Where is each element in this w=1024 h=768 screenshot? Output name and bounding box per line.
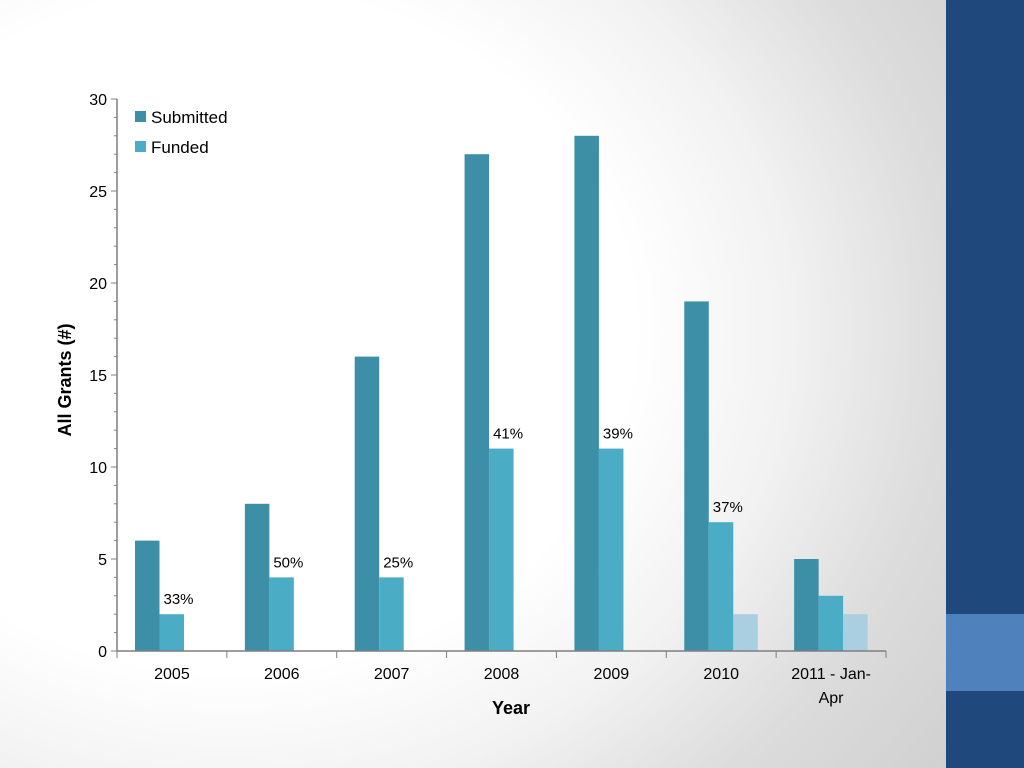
sidebar-accent-block: [946, 614, 1024, 691]
y-axis-title: All Grants (#): [55, 323, 75, 436]
bar-series0-2009: [574, 135, 599, 652]
x-tick-label-2008: 2008: [484, 666, 520, 683]
bar-series0-2010: [684, 301, 709, 651]
x-tick-label-line: Apr: [819, 690, 845, 707]
x-axis-title: Year: [492, 698, 530, 718]
legend-label-submitted: Submitted: [151, 108, 228, 127]
x-tick-label-line: 2009: [594, 666, 630, 683]
x-tick-label-2011---Jan-Apr: 2011 - Jan- Apr: [791, 666, 871, 707]
y-tick-label-15: 15: [89, 368, 107, 385]
bar-series0-2011---Jan-Apr: [794, 559, 819, 651]
data-label-2009: 39%: [603, 426, 633, 443]
bar-series1-2008: [489, 448, 514, 651]
y-tick-label-10: 10: [89, 460, 107, 477]
x-tick-label-2006: 2006: [264, 666, 300, 683]
y-tick-label-30: 30: [89, 92, 107, 109]
grants-bar-chart: 0 5 10 15 20 25 30 2005 2006 2007 2008 2009 2010 2011…: [55, 92, 887, 718]
bar-series1-2007: [379, 577, 404, 651]
legend-swatch-funded: [135, 141, 146, 152]
bar-series1-2005: [159, 614, 184, 651]
x-tick-label-line: 2008: [484, 666, 520, 683]
data-label-2008: 41%: [493, 426, 523, 443]
data-label-2010: 37%: [713, 499, 743, 516]
bar-series2-2010: [733, 614, 758, 651]
bar-series0-2006: [244, 503, 270, 651]
data-label-2007: 25%: [383, 554, 413, 571]
x-tick-label-line: 2006: [264, 666, 300, 683]
y-tick-label-5: 5: [98, 552, 107, 569]
bar-series1-2010: [708, 522, 734, 651]
bar-series1-2011---Jan-Apr: [818, 595, 844, 651]
y-tick-label-25: 25: [89, 184, 107, 201]
x-tick-label-line: 2005: [154, 666, 190, 683]
data-label-2006: 50%: [273, 554, 303, 571]
bar-series0-2005: [135, 540, 160, 651]
data-label-2005: 33%: [164, 591, 194, 608]
axes-layer: 0 5 10 15 20 25 30 2005 2006 2007 2008 2009 2010 2011…: [89, 92, 887, 707]
x-tick-label-2007: 2007: [374, 666, 410, 683]
bars-layer: [135, 135, 868, 652]
bar-series1-2006: [269, 577, 294, 651]
x-tick-label-line: 2007: [374, 666, 410, 683]
x-tick-label-2009: 2009: [594, 666, 630, 683]
x-tick-label-2010: 2010: [703, 666, 739, 683]
legend: Submitted Funded: [135, 108, 228, 157]
bar-series0-2007: [354, 356, 380, 651]
x-tick-label-2005: 2005: [154, 666, 190, 683]
legend-label-funded: Funded: [151, 138, 209, 157]
legend-swatch-submitted: [135, 111, 146, 122]
data-labels-layer: 33% 50% 25% 41% 39% 37%: [164, 426, 743, 609]
y-tick-label-0: 0: [98, 644, 107, 661]
bar-series0-2008: [464, 154, 490, 651]
y-tick-label-20: 20: [89, 276, 107, 293]
x-tick-label-line: 2010: [703, 666, 739, 683]
bar-series1-2009: [598, 448, 624, 651]
bar-series2-2011---Jan-Apr: [843, 614, 868, 651]
x-tick-label-line: 2011 - Jan-: [791, 666, 871, 683]
